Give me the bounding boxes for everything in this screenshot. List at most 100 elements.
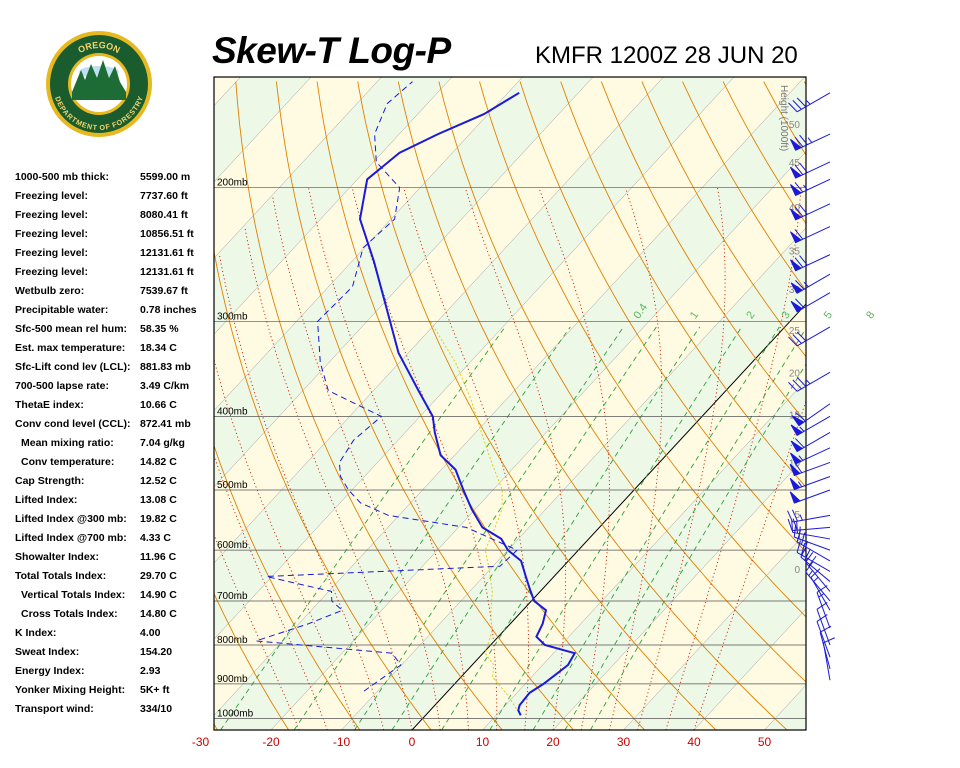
mixing-ratio-line (532, 326, 780, 730)
wind-barb-full (788, 382, 798, 392)
isotherm-line (835, 77, 960, 730)
wind-barb-half (803, 281, 809, 288)
stat-label: Wetbulb zero: (15, 285, 85, 297)
wind-barb-pennant (789, 491, 801, 504)
isotherm-line (482, 379, 806, 730)
mixing-ratio-line (590, 363, 806, 730)
dry-adiabat-line (235, 81, 503, 730)
wind-barb-full (816, 601, 828, 610)
wind-barb-staff (805, 571, 831, 602)
stat-value: 154.20 (140, 646, 173, 658)
dry-adiabat-line (25, 82, 146, 730)
logo-top-text: OREGON (76, 40, 121, 55)
plot-frame (213, 76, 807, 731)
isotherm-line (623, 532, 806, 730)
mixing-ratio-line (441, 326, 701, 730)
moist-adiabat-line (272, 195, 441, 730)
dry-adiabat-line (438, 81, 806, 683)
temperature-tick-label: -10 (333, 735, 351, 749)
wind-barb-pennant (789, 477, 801, 491)
stat-row: Sfc-500 mean rel hum: 58.35 % (15, 320, 215, 339)
stat-row: Freezing level: 7737.60 ft (15, 187, 215, 206)
svg-text:OREGON: OREGON (76, 40, 121, 55)
dry-adiabat-line (397, 81, 788, 730)
stat-label: Est. max temperature: (15, 342, 126, 354)
pressure-label: 400mb (217, 406, 248, 417)
stat-label: Conv temperature: (21, 456, 115, 468)
isotherm-band (214, 77, 806, 730)
dry-adiabat-line (886, 82, 960, 730)
wind-barb-full (808, 555, 817, 567)
stat-label: ThetaE index: (15, 399, 84, 411)
wind-barb-full (819, 625, 832, 633)
wind-barb-full (816, 614, 828, 622)
wind-barb-full (793, 524, 797, 538)
stat-row: Lifted Index: 13.08 C (15, 491, 215, 510)
stat-label: Lifted Index: (15, 494, 78, 506)
stat-label: Freezing level: (15, 266, 88, 278)
mixing-ratio-line (293, 326, 571, 730)
wind-barb-full (787, 518, 793, 531)
wind-barb-staff (822, 642, 831, 681)
wind-barb-pennant (790, 208, 802, 221)
dry-adiabat-line (845, 82, 960, 730)
wind-barb (788, 326, 831, 347)
wind-barb-full (823, 637, 835, 644)
wind-barb-staff (794, 536, 831, 551)
wind-barb-full (794, 206, 804, 217)
wind-barb-full (799, 162, 808, 173)
stat-value: 11.96 C (140, 551, 177, 563)
wind-barb (816, 601, 831, 646)
stat-value: 18.34 C (140, 342, 177, 354)
stat-row: Est. max temperature: 18.34 C (15, 339, 215, 358)
wind-barb-full (794, 462, 803, 474)
wind-barb-full (791, 519, 794, 533)
wind-barb (805, 561, 831, 602)
moist-adiabat-line (214, 357, 357, 730)
stat-label: Precipitable water: (15, 304, 109, 316)
moist-adiabat-line (403, 187, 529, 730)
wind-barb-full (792, 379, 802, 390)
dry-adiabat-line (926, 82, 960, 730)
wind-barb (789, 476, 831, 491)
wind-barb-half (805, 99, 811, 105)
stability-indices-panel: 1000-500 mb thick: 5599.00 m Freezing leve… (15, 168, 215, 719)
wind-barb (816, 585, 831, 629)
isotherm-line (0, 77, 170, 730)
wind-barb-staff (800, 556, 831, 582)
stat-label: Showalter Index: (15, 551, 100, 563)
stat-value: 12131.61 ft (140, 266, 194, 278)
wind-barb-full (796, 377, 807, 387)
moist-adiabat-line (637, 187, 726, 730)
wind-barb-half (807, 137, 813, 143)
parcel-trace-line (429, 321, 522, 716)
wind-barb-half (798, 455, 804, 461)
wind-barb (790, 292, 831, 313)
wind-barb (790, 178, 831, 197)
stat-value: 5599.00 m (140, 171, 191, 183)
wind-barb-full (800, 545, 807, 558)
wind-barb (788, 92, 831, 113)
dry-adiabat-line (479, 81, 806, 618)
dry-adiabat-line (275, 81, 574, 730)
stat-value: 12131.61 ft (140, 247, 194, 259)
isotherm-line (214, 77, 241, 107)
wind-barb-full (800, 542, 806, 556)
stat-label: Freezing level: (15, 247, 88, 259)
wind-barb-staff (792, 531, 831, 540)
stat-row: Freezing level: 8080.41 ft (15, 206, 215, 225)
wind-barb-pennant (790, 184, 802, 197)
wind-barb (790, 133, 831, 151)
stat-row: Sweat Index: 154.20 (15, 643, 215, 662)
stat-label: Sweat Index: (15, 646, 80, 658)
stat-row: Transport wind: 334/10 (15, 700, 215, 719)
height-tick-label: 20 (789, 368, 801, 379)
wind-barb-full (796, 97, 807, 108)
stat-row: 1000-500 mb thick: 5599.00 m (15, 168, 215, 187)
stat-label: Total Totals Index: (15, 570, 107, 582)
wind-barb-half (799, 514, 803, 521)
stat-value: 13.08 C (140, 494, 177, 506)
stat-label: Cap Strength: (15, 475, 85, 487)
stat-label: Freezing level: (15, 209, 88, 221)
pressure-label: 300mb (217, 311, 248, 322)
